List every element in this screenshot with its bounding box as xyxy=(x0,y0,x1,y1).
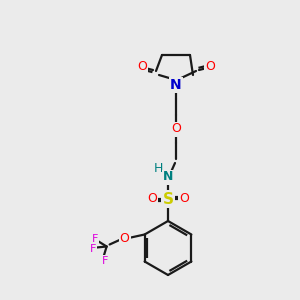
Text: N: N xyxy=(170,78,182,92)
Text: F: F xyxy=(101,256,108,266)
Text: F: F xyxy=(92,233,98,244)
Text: O: O xyxy=(120,232,130,245)
Text: O: O xyxy=(205,61,215,74)
Text: N: N xyxy=(163,170,173,184)
Text: S: S xyxy=(163,191,173,206)
Text: O: O xyxy=(137,61,147,74)
Text: O: O xyxy=(171,122,181,136)
Text: H: H xyxy=(153,163,163,176)
Text: O: O xyxy=(179,193,189,206)
Text: O: O xyxy=(147,193,157,206)
Text: F: F xyxy=(89,244,96,254)
Text: N: N xyxy=(170,78,182,92)
